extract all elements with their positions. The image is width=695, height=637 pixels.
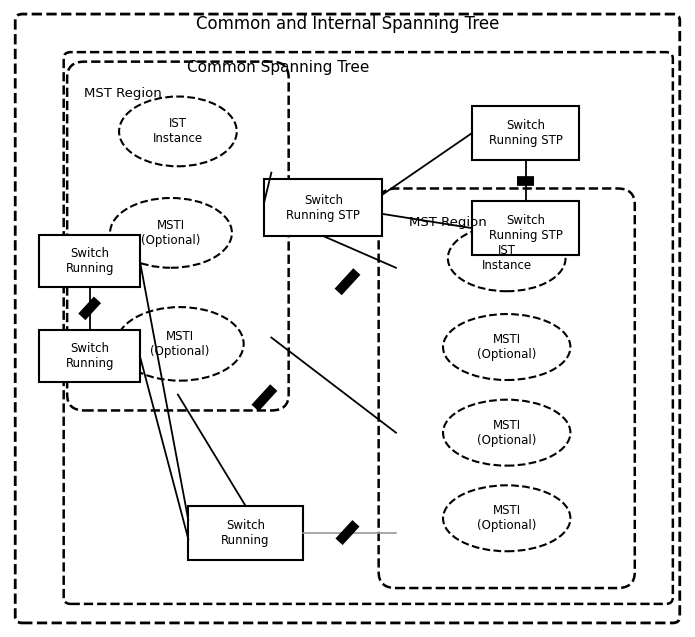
Text: MST Region: MST Region [83, 87, 161, 100]
Text: Switch
Running: Switch Running [65, 342, 114, 370]
Bar [40, 330, 140, 382]
Text: MSTI
(Optional): MSTI (Optional) [150, 330, 210, 358]
Bar [40, 235, 140, 287]
Text: Switch
Running STP: Switch Running STP [489, 119, 563, 147]
Text: Common Spanning Tree: Common Spanning Tree [187, 61, 370, 75]
Text: Switch
Running STP: Switch Running STP [489, 214, 563, 242]
Bar [188, 506, 302, 559]
Text: Switch
Running STP: Switch Running STP [286, 194, 360, 222]
Bar [472, 106, 580, 160]
Text: MSTI
(Optional): MSTI (Optional) [477, 505, 537, 533]
Text: MSTI
(Optional): MSTI (Optional) [477, 419, 537, 447]
Text: MSTI
(Optional): MSTI (Optional) [141, 219, 201, 247]
Bar [472, 201, 580, 255]
Text: MSTI
(Optional): MSTI (Optional) [477, 333, 537, 361]
Text: Switch
Running: Switch Running [65, 247, 114, 275]
Text: IST
Instance: IST Instance [482, 244, 532, 272]
Text: Common and Internal Spanning Tree: Common and Internal Spanning Tree [196, 15, 499, 32]
Bar [264, 179, 382, 236]
Text: Switch
Running: Switch Running [221, 519, 270, 547]
Text: MST Region: MST Region [409, 215, 486, 229]
Text: IST
Instance: IST Instance [153, 117, 203, 145]
